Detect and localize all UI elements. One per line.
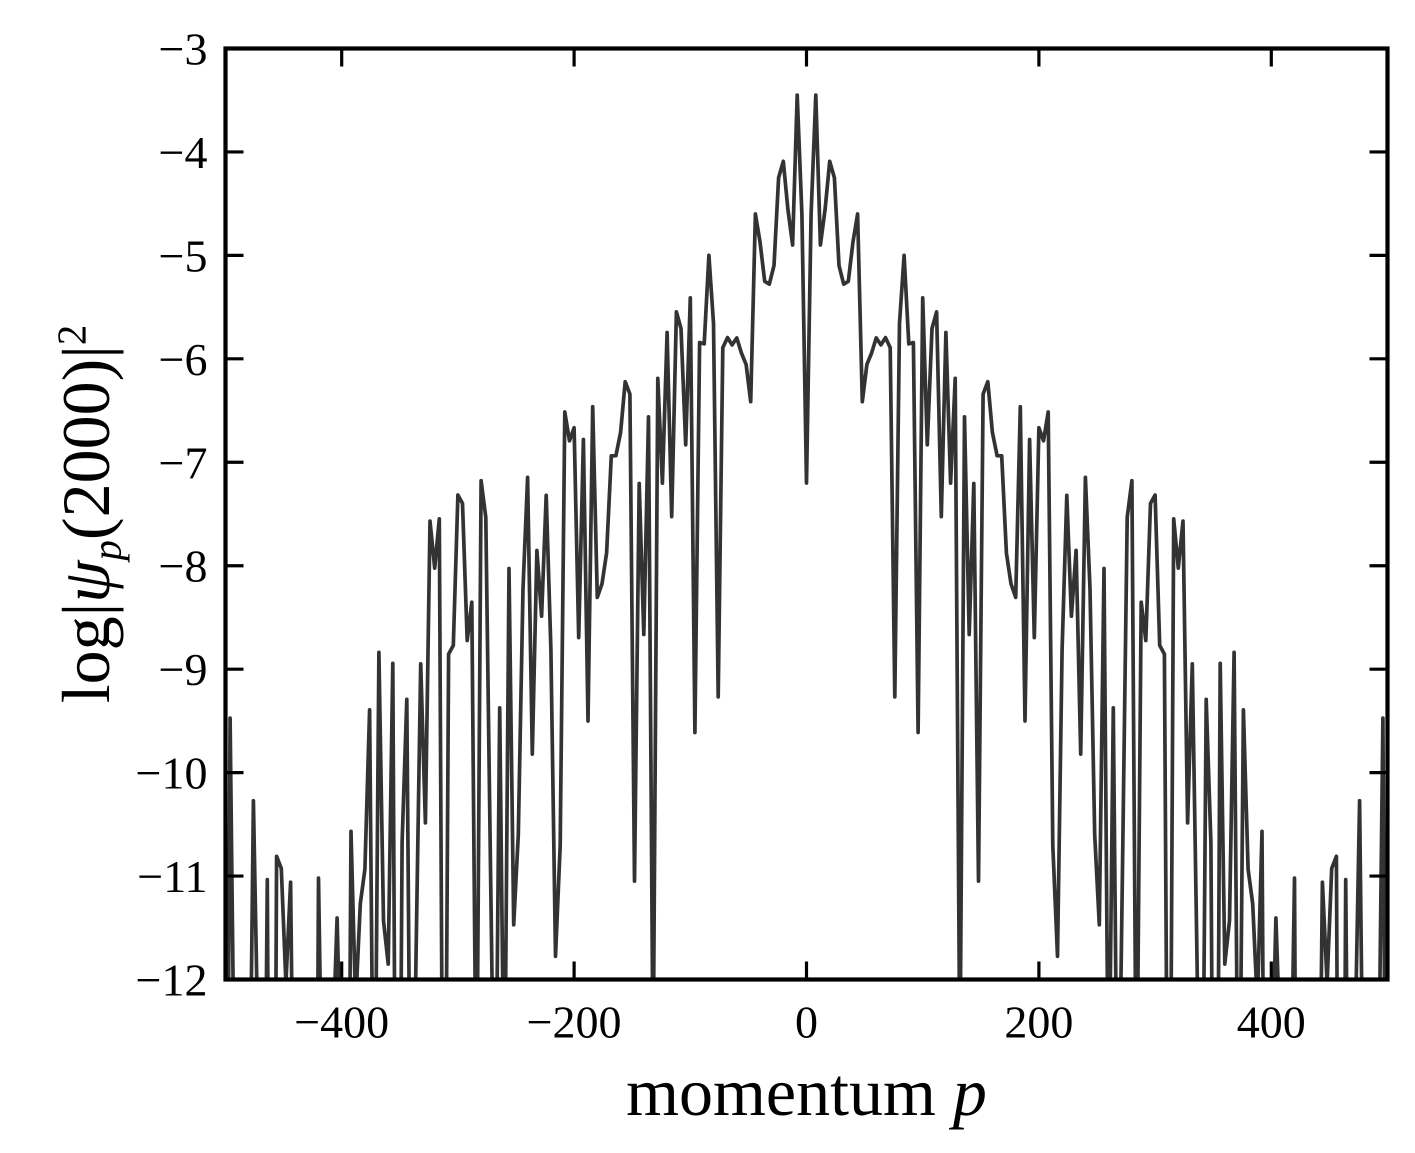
y-tick-label: −12 (136, 955, 208, 1006)
y-tick-label: −8 (159, 541, 208, 592)
x-tick-label: 200 (1004, 997, 1073, 1048)
x-tick-label: −200 (527, 997, 622, 1048)
y-tick-label: −5 (159, 230, 208, 281)
y-tick-label: −9 (159, 644, 208, 695)
y-tick-label: −6 (159, 334, 208, 385)
spectrum-line (226, 93, 1387, 980)
plot-frame (223, 46, 1390, 982)
ylabel-psi: ψ (48, 560, 124, 603)
y-tick-label: −4 (159, 127, 208, 178)
x-tick-label: 0 (795, 997, 818, 1048)
y-tick-label: −11 (137, 851, 207, 902)
y-tick-label: −7 (159, 437, 208, 488)
ylabel-subscript: p (84, 540, 130, 561)
y-tick-label: −3 (159, 24, 208, 75)
y-axis-label: log|ψp(2000)|2 (34, 14, 138, 1014)
x-tick-label: 400 (1237, 997, 1306, 1048)
xlabel-word: momentum (626, 1054, 953, 1130)
ylabel-prefix: log| (48, 602, 124, 704)
xlabel-var: p (952, 1054, 987, 1130)
x-axis-label: momentum p (225, 1053, 1388, 1143)
x-tick-label: −400 (294, 997, 389, 1048)
ylabel-mid: (2000)| (48, 345, 124, 541)
ylabel-superscript: 2 (49, 324, 95, 346)
y-tick-label: −10 (136, 748, 208, 799)
